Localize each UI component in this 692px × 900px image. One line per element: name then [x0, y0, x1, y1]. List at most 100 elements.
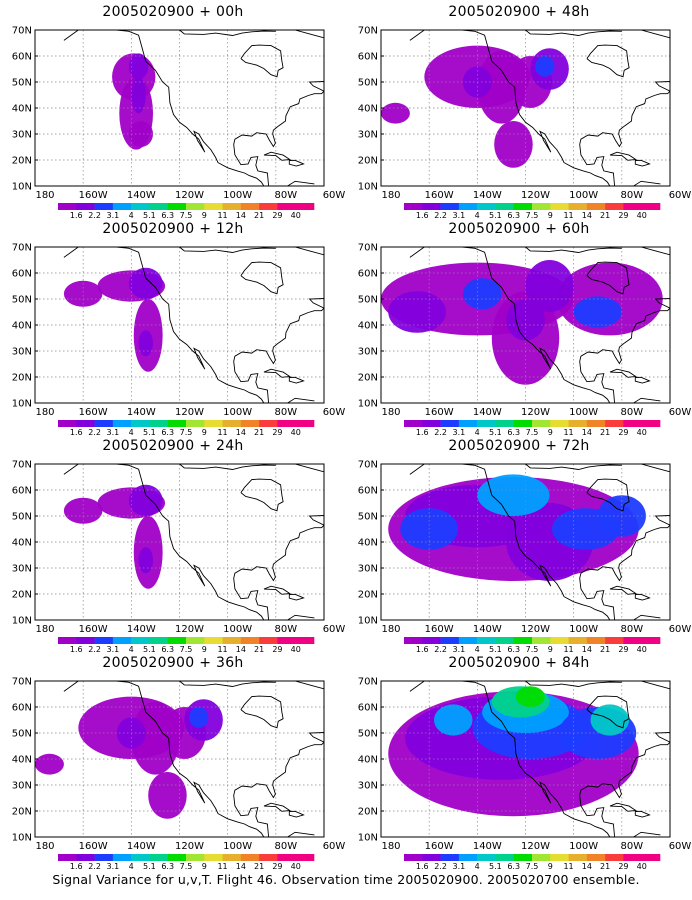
colorbar-label: 6.3 [507, 428, 520, 437]
lat-tick-label: 50N [358, 78, 378, 89]
colorbar-swatch [550, 637, 569, 644]
colorbar-swatch [222, 637, 242, 644]
variance-region [535, 56, 555, 77]
colorbar-swatch [641, 203, 661, 210]
colorbar-swatch [495, 637, 515, 644]
colorbar-swatch [222, 854, 242, 861]
colorbar-swatch [532, 854, 551, 861]
colorbar-swatch [458, 420, 478, 427]
lon-tick-label: 80W [275, 841, 298, 852]
lat-tick-label: 70N [12, 460, 32, 471]
colorbar-label: 11 [563, 645, 573, 654]
panel-title: 2005020900 + 24h [102, 438, 244, 454]
lon-tick-label: 60W [669, 624, 692, 635]
variance-shading [381, 45, 569, 168]
colorbar-label: 14 [236, 428, 246, 437]
lon-tick-label: 140W [127, 841, 156, 852]
lon-tick-label: 120W [175, 190, 204, 201]
colorbar-swatch [295, 420, 315, 427]
lat-tick-label: 10N [358, 182, 378, 193]
colorbar-swatch [458, 203, 478, 210]
lat-tick-label: 50N [12, 295, 32, 306]
colorbar-swatch [112, 203, 132, 210]
lon-tick-label: 160W [425, 841, 454, 852]
colorbar-label: 7.5 [180, 211, 193, 220]
lat-tick-label: 50N [358, 729, 378, 740]
colorbar-swatch [94, 203, 114, 210]
variance-region [381, 102, 410, 124]
lon-tick-label: 100W [569, 841, 598, 852]
lon-tick-label: 140W [127, 624, 156, 635]
colorbar-swatch [404, 637, 423, 644]
lon-tick-label: 80W [621, 624, 644, 635]
colorbar-label: 9 [202, 428, 207, 437]
colorbar: 1.6 2.2 3.1 4 5.1 6.3 7.5 9 11 14 21 29 40 [404, 637, 661, 654]
variance-region [388, 291, 447, 333]
lat-tick-label: 50N [12, 78, 32, 89]
colorbar: 1.6 2.2 3.1 4 5.1 6.3 7.5 9 11 14 21 29 40 [404, 203, 661, 220]
lon-tick-label: 140W [473, 624, 502, 635]
lon-tick-label: 180 [381, 624, 400, 635]
lon-tick-label: 80W [275, 624, 298, 635]
panel-title: 2005020900 + 60h [448, 221, 590, 237]
lat-tick-label: 60N [12, 52, 32, 63]
colorbar-swatch [641, 420, 661, 427]
colorbar-label: 9 [548, 428, 553, 437]
lon-tick-label: 140W [127, 190, 156, 201]
lat-tick-label: 40N [12, 755, 32, 766]
lon-tick-label: 120W [521, 190, 550, 201]
colorbar-label: 11 [217, 211, 227, 220]
colorbar-label: 5.1 [489, 428, 502, 437]
colorbar: 1.6 2.2 3.1 4 5.1 6.3 7.5 9 11 14 21 29 40 [58, 420, 315, 437]
colorbar-label: 11 [563, 211, 573, 220]
colorbar-swatch [422, 420, 441, 427]
lon-tick-label: 160W [425, 190, 454, 201]
colorbar-label: 3.1 [106, 862, 119, 871]
map-panel: 2005020900 + 24h 70N 60N 50N 40N 30N 20N 10N 180… [0, 434, 346, 654]
coastlines [409, 681, 670, 837]
colorbar: 1.6 2.2 3.1 4 5.1 6.3 7.5 9 11 14 21 29 40 [58, 203, 315, 220]
colorbar-label: 29 [272, 862, 282, 871]
lat-tick-label: 30N [358, 781, 378, 792]
colorbar-swatch [586, 203, 606, 210]
colorbar-label: 21 [600, 211, 610, 220]
colorbar-swatch [404, 420, 423, 427]
lat-tick-label: 10N [358, 833, 378, 844]
lat-tick-label: 20N [358, 373, 378, 384]
colorbar-swatch [240, 203, 260, 210]
variance-shading [112, 53, 156, 150]
colorbar-swatch [186, 854, 205, 861]
variance-shading [35, 696, 223, 819]
lat-tick-label: 70N [12, 26, 32, 37]
colorbar-swatch [532, 637, 551, 644]
lat-tick-label: 40N [12, 104, 32, 115]
colorbar-label: 3.1 [452, 862, 465, 871]
colorbar-swatch [112, 637, 132, 644]
colorbar-label: 2.2 [88, 862, 101, 871]
colorbar-swatch [586, 854, 606, 861]
colorbar-swatch [641, 854, 661, 861]
colorbar: 1.6 2.2 3.1 4 5.1 6.3 7.5 9 11 14 21 29 40 [404, 420, 661, 437]
colorbar-label: 7.5 [526, 862, 539, 871]
lat-tick-label: 20N [358, 590, 378, 601]
colorbar-label: 5.1 [489, 211, 502, 220]
colorbar-swatch [440, 637, 460, 644]
colorbar-swatch [76, 637, 95, 644]
colorbar-swatch [623, 203, 643, 210]
colorbar-label: 21 [254, 428, 264, 437]
variance-region [138, 330, 154, 357]
colorbar-label: 11 [563, 862, 573, 871]
colorbar-label: 40 [637, 645, 647, 654]
colorbar-swatch [277, 420, 297, 427]
colorbar-label: 6.3 [507, 862, 520, 871]
colorbar-label: 40 [291, 211, 301, 220]
colorbar-swatch [458, 854, 478, 861]
lon-tick-label: 60W [323, 190, 346, 201]
lon-tick-label: 120W [521, 841, 550, 852]
map-panel: 2005020900 + 72h 70N 60N 50N 40N 30N 20N 10N 180… [346, 434, 692, 654]
colorbar-swatch [568, 420, 588, 427]
lon-tick-label: 60W [323, 841, 346, 852]
variance-region [63, 280, 103, 307]
lat-tick-label: 40N [358, 321, 378, 332]
